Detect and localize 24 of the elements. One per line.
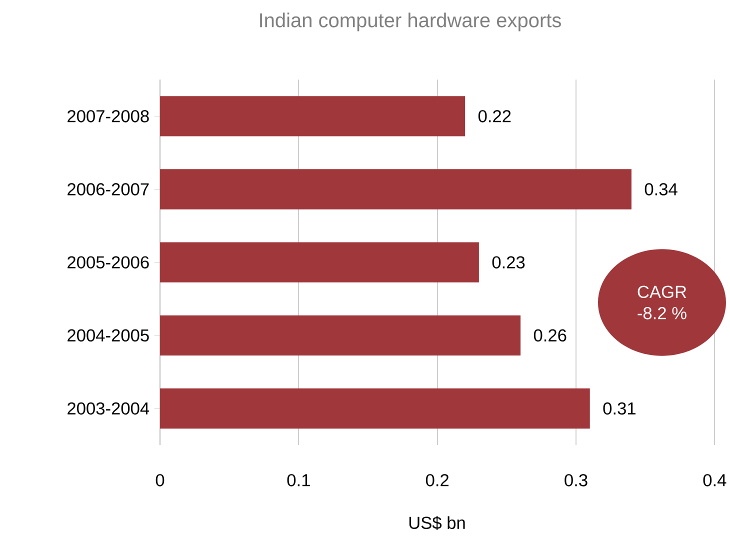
x-tick-label: 0.3 <box>564 474 588 486</box>
chart-title: Indian computer hardware exports <box>260 12 561 32</box>
x-tick-label: 0.4 <box>703 474 726 486</box>
bar <box>160 242 479 282</box>
x-tick-label: 0.2 <box>426 474 449 486</box>
data-label: 0.22 <box>478 110 511 122</box>
bar <box>160 169 632 210</box>
bar <box>160 388 590 429</box>
bar <box>160 96 466 136</box>
x-tick-label: 0.1 <box>287 474 310 486</box>
y-tick-label: 2003-2004 <box>68 402 150 415</box>
y-tick-label: 2005-2006 <box>68 256 149 268</box>
data-label: 0.31 <box>603 402 636 415</box>
y-tick-label: 2004-2005 <box>68 329 149 342</box>
y-tick-label: 2007-2008 <box>68 110 149 122</box>
annotation: -8.2 % <box>638 307 686 320</box>
annotation: CAGR <box>638 286 686 298</box>
x-tick-label: 0 <box>156 474 164 486</box>
data-label: 0.34 <box>644 183 678 196</box>
data-label: 0.26 <box>534 329 566 342</box>
bar <box>160 315 521 356</box>
y-tick-label: 2006-2007 <box>68 183 149 196</box>
data-label: 0.23 <box>492 256 525 268</box>
x-axis-title: US$ bn <box>409 516 465 530</box>
